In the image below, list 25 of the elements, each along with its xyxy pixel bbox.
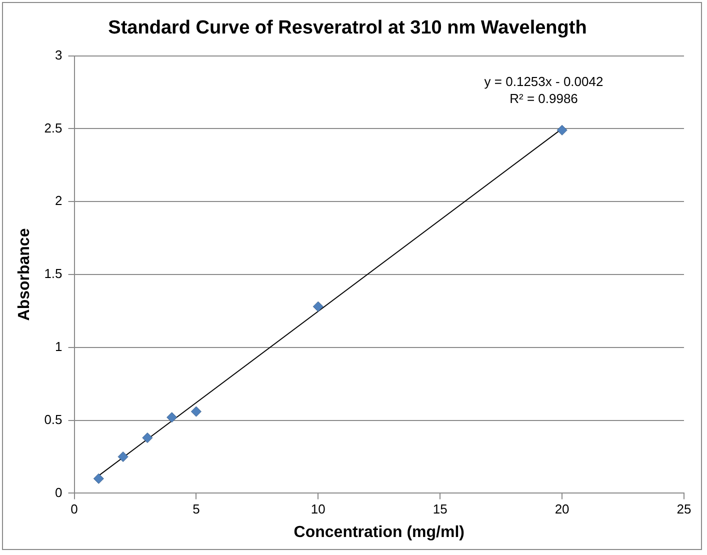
- x-tick-label: 5: [192, 502, 200, 517]
- chart-title: Standard Curve of Resveratrol at 310 nm Wavelength: [108, 18, 587, 39]
- x-tick-label: 20: [554, 502, 570, 517]
- y-tick-label: 2: [55, 193, 62, 208]
- x-tick-label: 10: [310, 502, 326, 517]
- y-tick-label: 0: [55, 484, 62, 500]
- y-tick-label: 0.5: [44, 412, 62, 427]
- x-axis-title: Concentration (mg/ml): [294, 524, 464, 541]
- point: [93, 473, 104, 484]
- point: [166, 412, 178, 423]
- x-tick-label: 25: [676, 502, 692, 517]
- y-tick-label: 1: [55, 338, 62, 354]
- y-tick-label: 3: [55, 47, 62, 62]
- y-tick-label: 2.5: [44, 120, 62, 136]
- annotation: R² = 0.9986: [510, 90, 578, 106]
- y-axis-title: Absorbance: [16, 228, 34, 321]
- point: [190, 406, 202, 417]
- point: [312, 301, 324, 312]
- point: [118, 452, 128, 462]
- y-tick-label: 1.5: [44, 266, 62, 282]
- x-tick-label: 15: [432, 502, 448, 517]
- point: [556, 124, 568, 136]
- point: [142, 432, 153, 444]
- x-tick-label: 0: [70, 502, 78, 517]
- annotation: y = 0.1253x - 0.0042: [484, 74, 604, 89]
